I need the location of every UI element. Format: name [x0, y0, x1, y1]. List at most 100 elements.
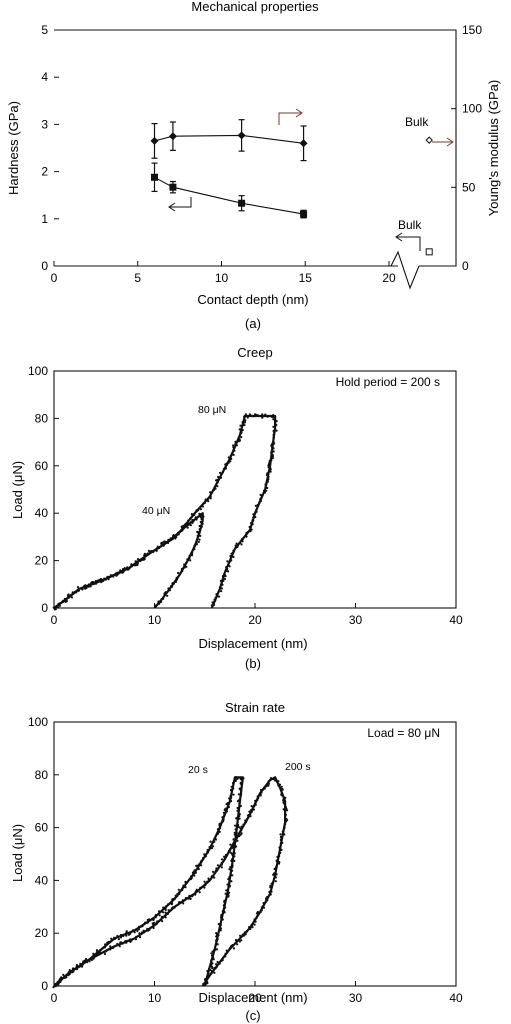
- data-point: [229, 555, 232, 558]
- data-point: [174, 894, 177, 897]
- data-point: [226, 567, 229, 571]
- data-point: [279, 846, 282, 850]
- data-point: [241, 540, 244, 543]
- data-point: [236, 839, 239, 842]
- data-point: [141, 925, 144, 928]
- data-point: [210, 959, 213, 962]
- data-point: [176, 894, 179, 898]
- data-point: [182, 902, 185, 905]
- data-point: [228, 947, 231, 950]
- data-point: [223, 813, 226, 816]
- data-point: [220, 866, 223, 869]
- y-tick-label: 60: [35, 459, 49, 473]
- panel-a-title: Mechanical properties: [191, 0, 319, 14]
- data-point: [234, 779, 237, 783]
- data-point: [220, 476, 223, 479]
- data-point: [160, 910, 163, 913]
- data-point: [259, 794, 262, 797]
- data-point: [254, 920, 257, 923]
- data-point: [253, 805, 256, 808]
- data-point: [235, 777, 238, 780]
- data-point: [210, 847, 214, 850]
- data-point: [227, 878, 230, 881]
- panel-a-x-label: Contact depth (nm): [197, 292, 308, 307]
- data-point: [223, 577, 226, 581]
- data-point: [274, 776, 277, 779]
- data-point: [217, 595, 221, 598]
- data-point: [99, 577, 102, 581]
- data-point: [215, 943, 218, 946]
- data-point: [259, 911, 262, 914]
- data-point: [132, 929, 135, 932]
- panel-c-y-ticks: 0 20 40 60 80 100: [28, 715, 59, 993]
- y-tick-label: 100: [28, 364, 48, 378]
- data-point: [158, 602, 161, 605]
- y2-tick-label: 100: [462, 102, 482, 116]
- data-point: [129, 932, 132, 935]
- data-point: [209, 491, 212, 494]
- data-point: [142, 558, 145, 561]
- data-point: [147, 549, 150, 553]
- data-point: [233, 833, 236, 836]
- data-point: [203, 501, 206, 505]
- data-point: [106, 949, 109, 952]
- data-point: [213, 949, 216, 952]
- data-point: [179, 572, 182, 575]
- data-point: [233, 449, 236, 452]
- data-point: [234, 828, 237, 831]
- data-point: [136, 929, 139, 933]
- data-point: [218, 586, 221, 589]
- data-point: [240, 832, 243, 835]
- data-point: [266, 415, 269, 418]
- data-point: [67, 593, 70, 596]
- data-point: [229, 800, 233, 803]
- data-point: [119, 933, 123, 937]
- data-point: [280, 793, 283, 796]
- data-point: [258, 501, 261, 504]
- data-point: [250, 805, 253, 808]
- data-point: [264, 413, 267, 416]
- data-point: [221, 918, 224, 921]
- data-point: [213, 603, 216, 606]
- data-point: [99, 580, 102, 583]
- data-point: [236, 824, 240, 827]
- data-point: [183, 525, 186, 528]
- data-point: [154, 604, 157, 607]
- panel-b-x-label: Displacement (nm): [198, 636, 307, 651]
- data-point: [174, 580, 178, 584]
- hardness-point: [300, 210, 308, 218]
- data-point: [171, 902, 174, 905]
- y-tick-label: 80: [35, 768, 49, 782]
- data-point: [216, 478, 219, 481]
- data-point: [282, 799, 285, 802]
- data-point: [270, 890, 273, 893]
- data-point: [188, 557, 191, 560]
- data-point: [275, 423, 278, 426]
- y-tick-label: 3: [41, 117, 48, 131]
- data-point: [272, 418, 275, 421]
- data-point: [277, 784, 280, 787]
- data-point: [194, 516, 197, 519]
- data-point: [273, 867, 276, 871]
- data-point: [79, 962, 82, 965]
- data-point: [226, 883, 229, 886]
- data-point: [234, 544, 237, 547]
- data-point: [60, 976, 63, 979]
- data-point: [172, 897, 175, 900]
- data-point: [251, 519, 254, 522]
- data-point: [269, 886, 272, 889]
- data-point: [243, 421, 246, 424]
- data-point: [215, 867, 218, 870]
- data-point: [264, 483, 267, 486]
- data-point: [120, 941, 123, 944]
- y-tick-label: 5: [41, 23, 48, 37]
- data-point: [232, 444, 235, 447]
- data-point: [272, 429, 275, 433]
- data-point: [119, 936, 123, 939]
- data-point: [173, 906, 176, 909]
- data-point: [160, 598, 163, 601]
- data-point: [202, 857, 205, 860]
- data-point: [231, 781, 235, 785]
- data-point: [235, 444, 238, 447]
- x-tick-label: 15: [299, 271, 313, 285]
